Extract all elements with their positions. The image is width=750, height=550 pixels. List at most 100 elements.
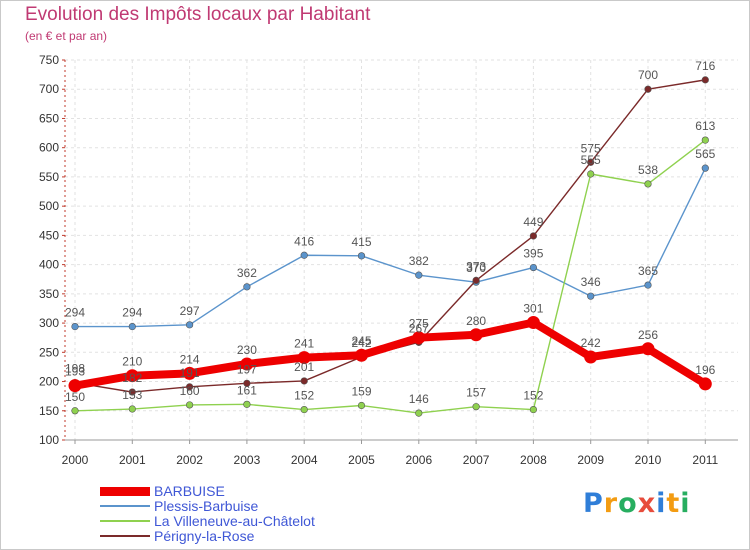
data-label: 267: [409, 321, 429, 335]
y-tick-label: 150: [39, 404, 59, 418]
data-label: 294: [65, 306, 85, 320]
data-point: [469, 328, 483, 342]
data-point: [243, 400, 251, 408]
data-point: [71, 322, 79, 331]
x-tick-label: 2000: [62, 453, 89, 467]
legend-item: BARBUISE: [100, 483, 400, 499]
data-label: 152: [294, 389, 314, 403]
data-label: 346: [581, 275, 601, 289]
data-point: [584, 350, 598, 364]
data-point: [472, 403, 480, 411]
data-point: [125, 369, 139, 383]
legend-swatch: [100, 520, 150, 522]
data-label: 575: [581, 141, 601, 155]
y-tick-label: 550: [39, 170, 59, 184]
x-tick-label: 2003: [234, 453, 261, 467]
logo-letter: r: [603, 488, 619, 519]
legend-item: La Villeneuve-au-Châtelot: [100, 513, 400, 529]
data-label: 152: [523, 389, 543, 403]
logo-letter: P: [583, 488, 604, 519]
data-point: [701, 164, 709, 172]
data-label: 395: [523, 247, 543, 261]
data-point: [243, 379, 251, 387]
data-label: 294: [122, 306, 142, 320]
data-point: [128, 322, 136, 331]
y-tick-label: 300: [39, 316, 59, 330]
data-label: 297: [180, 304, 200, 318]
data-point: [355, 348, 368, 362]
x-tick-label: 2005: [348, 453, 375, 467]
y-tick-label: 650: [39, 111, 59, 125]
data-point: [186, 383, 194, 391]
y-tick-label: 500: [39, 199, 59, 213]
x-tick-label: 2002: [176, 453, 203, 467]
x-tick-label: 2011: [692, 453, 718, 467]
data-point: [415, 409, 423, 417]
data-label: 700: [638, 68, 658, 82]
data-label: 153: [122, 388, 142, 402]
legend-swatch: [100, 505, 150, 507]
data-point: [529, 406, 538, 414]
legend-item: Plessis-Barbuise: [100, 498, 400, 514]
legend-label: Plessis-Barbuise: [154, 498, 259, 514]
data-point: [587, 158, 595, 166]
logo-letter: x: [637, 488, 657, 519]
y-tick-label: 250: [39, 345, 59, 359]
data-label: 214: [180, 352, 200, 366]
data-point: [357, 252, 366, 260]
data-label: 555: [581, 153, 601, 167]
data-point: [701, 76, 709, 84]
data-label: 370: [466, 261, 486, 275]
data-point: [243, 283, 251, 291]
data-point: [415, 271, 423, 279]
data-point: [644, 281, 652, 289]
data-point: [300, 406, 308, 414]
data-point: [128, 405, 136, 413]
plot-area: [65, 60, 738, 440]
data-point: [300, 377, 308, 385]
legend-label: Périgny-la-Rose: [154, 528, 255, 544]
x-tick-label: 2010: [635, 453, 662, 467]
x-tick-label: 2006: [405, 453, 432, 467]
data-label: 242: [581, 336, 601, 350]
data-point: [644, 180, 652, 188]
legend-swatch: [100, 535, 150, 537]
data-label: 182: [122, 371, 142, 385]
data-point: [644, 85, 652, 93]
legend-label: BARBUISE: [154, 483, 225, 499]
series-line-3: [74, 139, 706, 414]
chart-subtitle: (en € et par an): [25, 29, 108, 43]
y-tick-label: 450: [39, 228, 59, 242]
data-point: [529, 232, 538, 240]
data-label: 146: [409, 392, 429, 406]
y-tick-label: 350: [39, 287, 59, 301]
data-label: 242: [351, 336, 371, 350]
logo-letter: i: [680, 488, 691, 519]
logo-letter: i: [656, 488, 667, 519]
data-label: 449: [523, 215, 543, 229]
data-point: [587, 170, 595, 178]
y-tick-label: 200: [39, 375, 59, 389]
data-label: 538: [638, 163, 658, 177]
data-point: [128, 388, 136, 396]
x-tick-label: 2009: [577, 453, 604, 467]
data-label: 191: [180, 366, 200, 380]
data-point: [71, 407, 79, 415]
data-point: [412, 331, 426, 345]
series-line-2: [74, 167, 706, 328]
data-label: 415: [351, 235, 371, 249]
data-point: [587, 292, 595, 300]
data-label: 157: [466, 386, 486, 400]
data-point: [698, 377, 712, 391]
y-tick-label: 750: [39, 53, 59, 67]
series-line-1: [71, 318, 710, 390]
data-point: [186, 401, 194, 409]
data-label: 210: [122, 355, 142, 369]
x-tick-label: 2008: [520, 453, 547, 467]
data-point: [641, 342, 655, 356]
data-label: 150: [65, 390, 85, 404]
data-label: 198: [65, 362, 85, 376]
data-label: 365: [638, 264, 658, 278]
data-label: 161: [237, 383, 257, 397]
data-point: [183, 366, 197, 380]
